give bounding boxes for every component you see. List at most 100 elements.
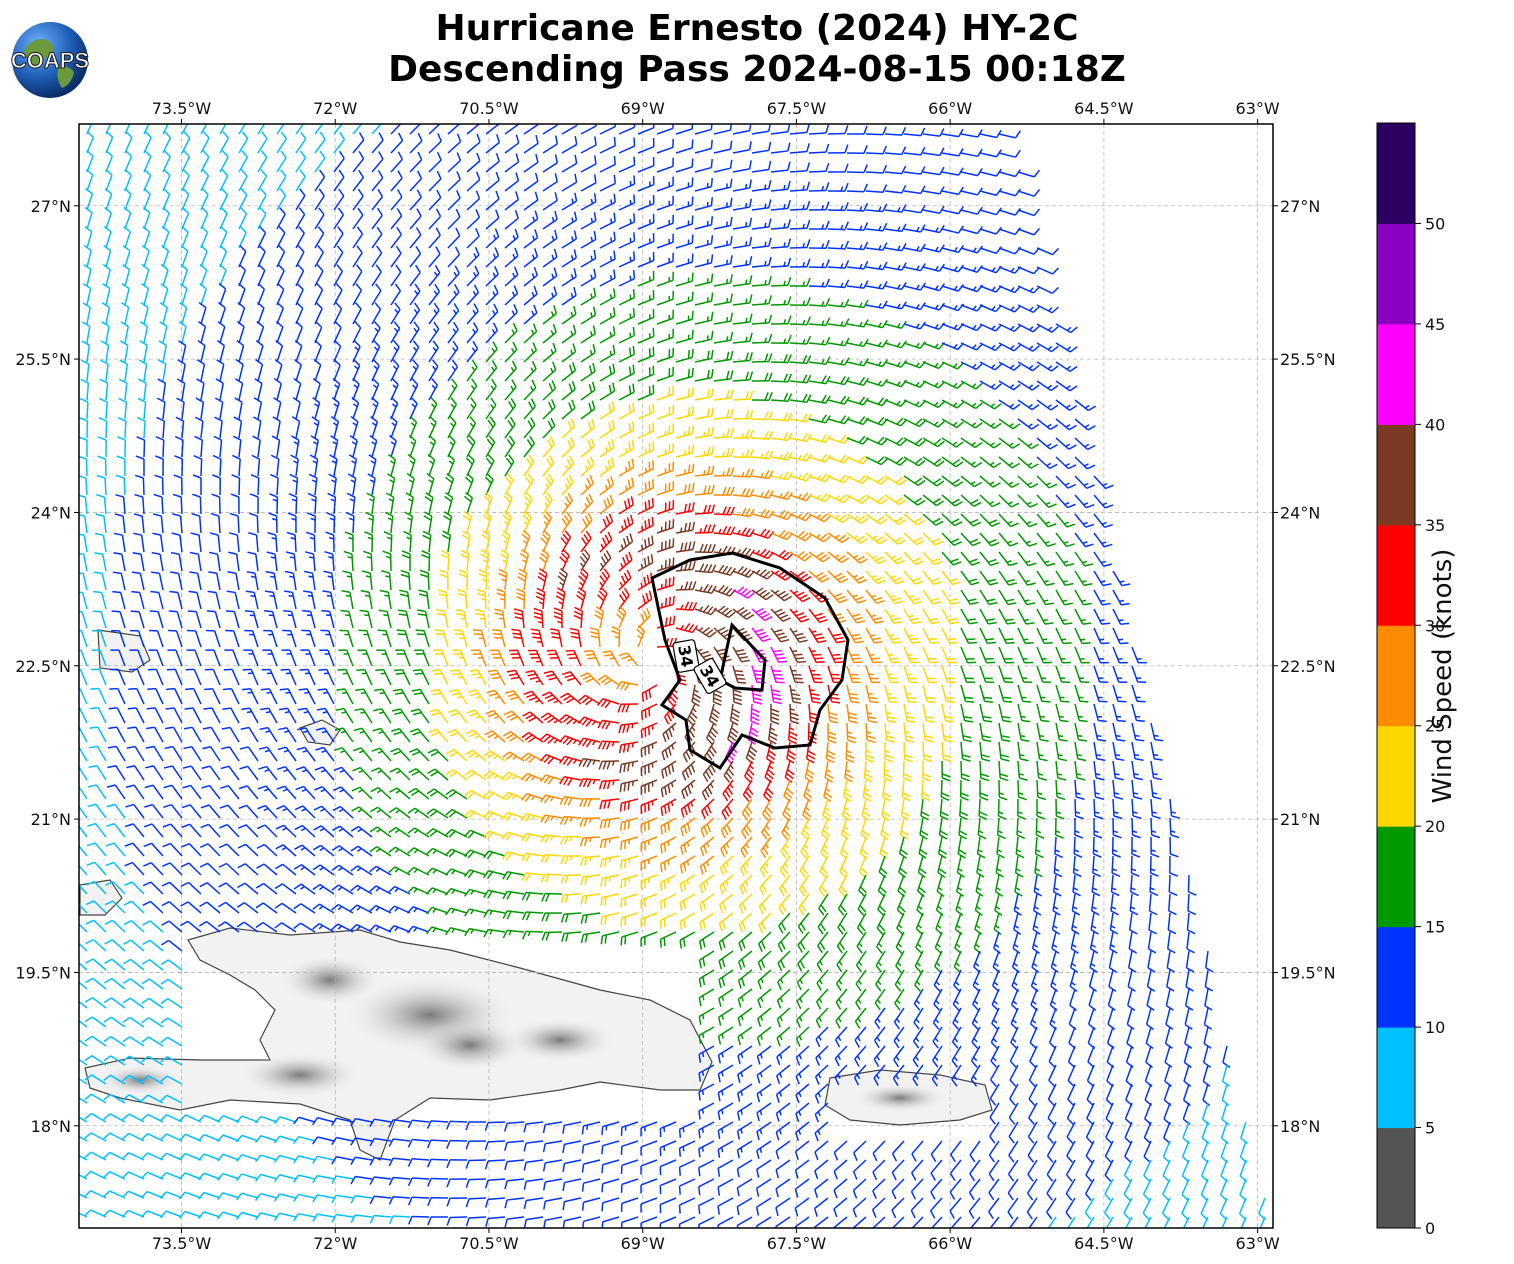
wind-barb <box>998 207 1022 216</box>
wind-barb <box>466 246 480 268</box>
wind-barb <box>941 283 965 292</box>
wind-barb <box>770 219 791 230</box>
wind-barb <box>200 124 208 135</box>
wind-barb <box>618 251 636 268</box>
wind-barb <box>82 302 91 325</box>
wind-barb <box>599 193 616 211</box>
wind-barb <box>371 151 384 173</box>
wind-barb <box>160 263 169 287</box>
wind-barb <box>257 131 268 154</box>
wind-barb <box>276 188 287 211</box>
lon-tick-label-top: 64.5°W <box>1074 99 1134 118</box>
wind-barb <box>827 221 849 231</box>
wind-barb <box>485 266 499 287</box>
wind-barb <box>808 317 831 327</box>
wind-barb <box>122 263 131 287</box>
colorbar-label-text: Wind Speed (knots) <box>1428 548 1458 804</box>
wind-barb <box>294 339 303 363</box>
wind-barb <box>218 282 227 306</box>
wind-barb <box>713 312 734 325</box>
wind-barb <box>979 207 1003 216</box>
wind-barb <box>846 358 869 367</box>
wind-barb <box>941 167 964 176</box>
wind-barb <box>181 225 189 249</box>
wind-barb <box>675 139 694 154</box>
wind-barb <box>960 148 983 158</box>
wind-barb <box>827 125 849 135</box>
wind-barb <box>1036 342 1059 353</box>
wind-barb <box>333 124 343 135</box>
wind-barb <box>561 154 578 173</box>
colorbar-bin <box>1377 123 1415 224</box>
wind-barb <box>732 236 753 249</box>
lat-tick-label-left: 22.5°N <box>15 657 71 676</box>
wind-barb <box>333 131 346 154</box>
wind-barb <box>1036 285 1060 295</box>
wind-barb <box>751 314 773 325</box>
wind-barb <box>1036 304 1059 314</box>
wind-barb <box>770 354 792 364</box>
wind-barb <box>808 336 831 346</box>
wind-barb <box>884 146 907 156</box>
wind-barb <box>618 270 636 287</box>
wind-barb <box>523 248 539 268</box>
colorbar-tick-label: 45 <box>1425 315 1445 334</box>
wind-barb <box>504 304 518 325</box>
wind-barb <box>161 244 170 268</box>
wind-barb <box>751 160 772 173</box>
wind-barb <box>333 169 345 192</box>
wind-barb <box>447 133 462 154</box>
wind-barb <box>751 333 773 344</box>
wind-barb <box>238 188 248 211</box>
wind-barb <box>139 321 149 344</box>
wind-barb <box>637 233 655 249</box>
wind-barb <box>428 151 442 173</box>
wind-barb <box>371 264 382 287</box>
wind-barb <box>637 214 655 230</box>
terrain-shading <box>280 955 380 1005</box>
wind-barb <box>123 206 132 230</box>
wind-barb <box>865 126 887 136</box>
wind-barb <box>637 195 655 211</box>
wind-barb <box>599 212 616 230</box>
wind-barb <box>236 320 245 344</box>
wind-barb <box>542 210 558 230</box>
wind-barb <box>694 349 714 363</box>
wind-barb <box>732 198 753 211</box>
wind-barb <box>561 305 577 325</box>
wind-barb <box>217 320 226 344</box>
wind-barb <box>694 158 713 173</box>
wind-barb <box>675 310 694 325</box>
colorbar-bin <box>1377 926 1415 1028</box>
wind-barb <box>485 228 500 249</box>
wind-barb <box>732 160 752 173</box>
wind-barb <box>371 283 382 306</box>
wind-barb <box>409 151 423 173</box>
wind-barb <box>447 189 461 211</box>
wind-barb <box>846 222 869 231</box>
wind-barb <box>618 213 636 230</box>
wind-barb <box>789 162 811 173</box>
wind-barb <box>409 302 421 325</box>
wind-barb <box>199 282 208 306</box>
terrain-shading <box>415 1019 525 1071</box>
wind-barb <box>314 264 324 287</box>
wind-barb <box>485 322 499 344</box>
wind-barb <box>960 167 983 177</box>
wind-barb <box>732 294 753 306</box>
wind-barb <box>314 150 326 173</box>
wind-barb <box>466 133 481 154</box>
wind-barb <box>732 141 752 154</box>
wind-barb <box>656 157 674 173</box>
wind-barb <box>371 132 384 154</box>
wind-barb <box>390 189 403 211</box>
wind-barb <box>694 311 714 325</box>
wind-barb <box>333 245 344 268</box>
wind-barb <box>960 265 984 273</box>
wind-barb <box>84 225 93 249</box>
wind-barb <box>466 265 480 287</box>
wind-barb <box>580 230 597 249</box>
wind-barb <box>580 325 597 344</box>
wind-barb <box>276 301 285 325</box>
lon-tick-label-bottom: 63°W <box>1236 1234 1280 1253</box>
